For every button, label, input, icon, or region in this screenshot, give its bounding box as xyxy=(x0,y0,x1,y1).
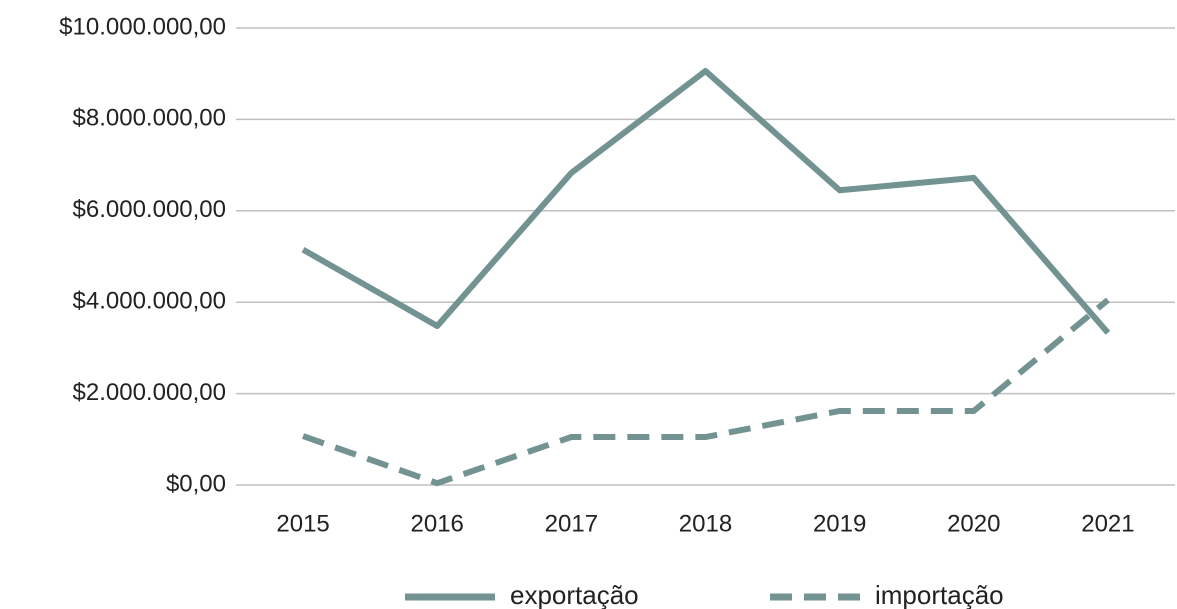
legend-label: exportação xyxy=(510,580,639,609)
y-tick-label: $6.000.000,00 xyxy=(73,196,226,223)
x-tick-label: 2020 xyxy=(947,510,1000,537)
series-line xyxy=(301,67,1111,335)
series-line xyxy=(302,297,1110,487)
x-tick-label: 2016 xyxy=(411,510,464,537)
y-tick-label: $0,00 xyxy=(166,470,226,497)
x-tick-label: 2019 xyxy=(813,510,866,537)
x-tick-label: 2017 xyxy=(545,510,598,537)
legend-label: importação xyxy=(875,580,1004,609)
y-tick-label: $4.000.000,00 xyxy=(73,288,226,315)
x-tick-label: 2018 xyxy=(679,510,732,537)
y-tick-label: $10.000.000,00 xyxy=(59,13,226,40)
x-tick-label: 2021 xyxy=(1081,510,1134,537)
y-tick-label: $8.000.000,00 xyxy=(73,105,226,132)
y-tick-label: $2.000.000,00 xyxy=(73,379,226,406)
x-tick-label: 2015 xyxy=(276,510,329,537)
